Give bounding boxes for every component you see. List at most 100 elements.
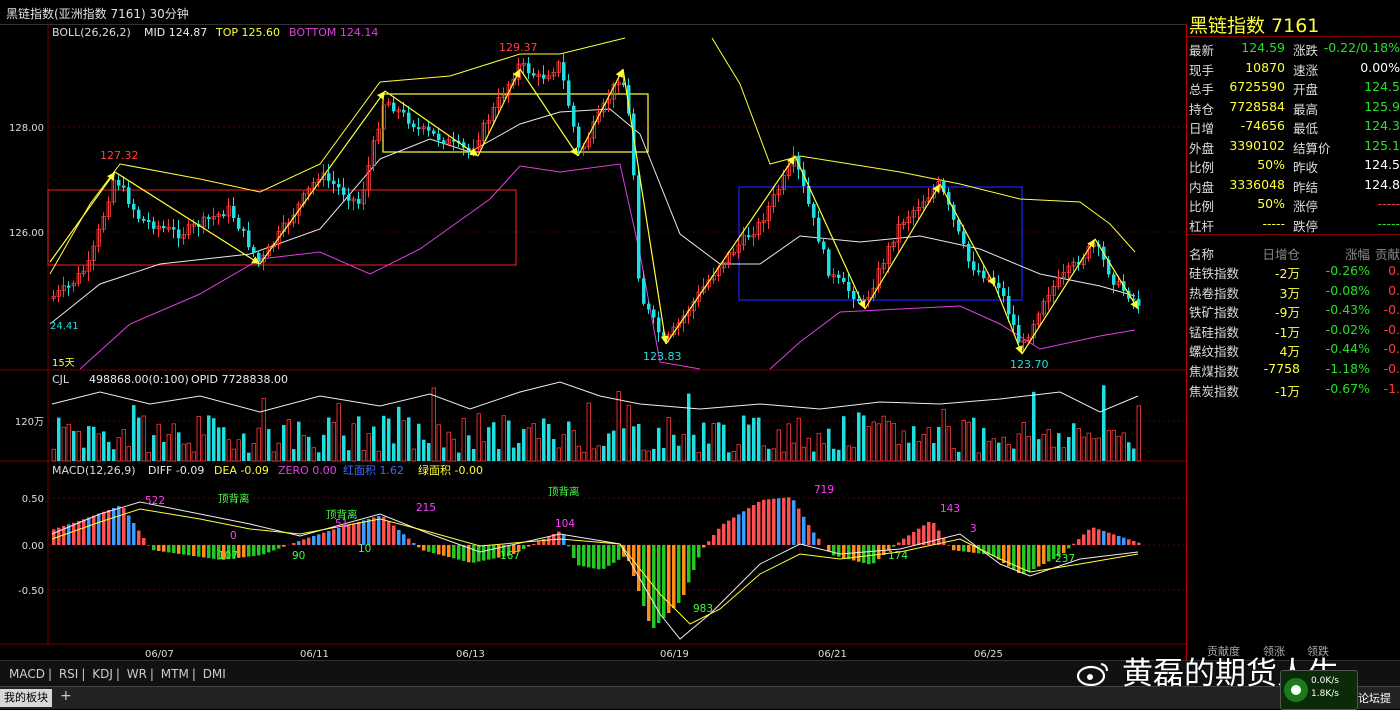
candle-body	[137, 210, 141, 219]
list-item[interactable]: 焦炭指数-1万-0.67%-1.	[1187, 379, 1400, 399]
macd-bar	[897, 543, 901, 546]
chart-title: 黑链指数(亚洲指数 7161) 30分钟	[6, 5, 189, 22]
list-item-name: 焦炭指数	[1189, 381, 1239, 400]
macd-bar	[742, 511, 746, 545]
volume-bar	[432, 388, 436, 461]
vol-y-tick: 120万	[15, 417, 44, 428]
macd-bar	[162, 545, 166, 552]
macd-bars	[52, 497, 1141, 639]
list-item[interactable]: 铁矿指数-9万-0.43%-0.	[1187, 300, 1400, 320]
indicator-dmi[interactable]: DMI	[200, 667, 229, 681]
quote-label: 内盘	[1189, 177, 1214, 196]
volume-bar	[722, 425, 726, 461]
macd-bar	[307, 538, 311, 545]
sheet-tab-my-board[interactable]: 我的板块	[0, 689, 52, 707]
candle-body	[247, 230, 251, 247]
macd-bar	[477, 545, 481, 562]
macd-bar	[807, 525, 811, 545]
volume-bar	[902, 431, 906, 461]
forum-link[interactable]: 论坛提	[1358, 690, 1391, 706]
list-item[interactable]: 硅铁指数-2万-0.26%0.	[1187, 261, 1400, 281]
macd-annotation: 215	[416, 502, 436, 514]
volume-bar	[607, 433, 611, 461]
macd-bar	[602, 545, 606, 569]
macd-bar	[437, 545, 441, 554]
volume-bar	[1017, 434, 1021, 461]
macd-bar	[337, 528, 341, 545]
macd-bar	[1077, 539, 1081, 545]
indicator-rsi[interactable]: RSI	[56, 667, 82, 681]
macd-bar	[417, 545, 421, 547]
candle-body	[417, 127, 421, 129]
volume-bar	[342, 436, 346, 461]
macd-bar	[932, 523, 936, 545]
candle-body	[147, 220, 151, 222]
macd-annotation: 983	[693, 603, 713, 615]
volume-bar	[407, 417, 411, 461]
macd-bar	[967, 545, 971, 552]
macd-annotation: 143	[940, 503, 960, 515]
volume-bar	[1007, 444, 1011, 461]
candle-body	[837, 275, 841, 278]
volume-bar	[1137, 406, 1141, 461]
boll-lines	[50, 38, 1135, 369]
macd-bar	[302, 539, 306, 545]
volume-bar	[417, 424, 421, 461]
volume-bar	[512, 448, 516, 461]
indicator-wr[interactable]: WR	[124, 667, 150, 681]
quote-label: 速涨	[1293, 60, 1318, 79]
trend-arrowhead	[377, 91, 385, 100]
vol-value: 498868.00(0:100)	[89, 373, 189, 386]
volume-bar	[217, 427, 221, 461]
list-item[interactable]: 锰硅指数-1万-0.02%-0.	[1187, 320, 1400, 340]
volume-bar	[717, 422, 721, 461]
macd-bar	[87, 517, 91, 545]
indicator-mtm[interactable]: MTM	[158, 667, 192, 681]
volume-bar	[537, 438, 541, 461]
trend-arrowhead	[570, 147, 578, 156]
volume-bar	[1122, 433, 1126, 461]
macd-bar	[777, 498, 781, 545]
candle-body	[977, 270, 981, 272]
add-sheet-icon[interactable]: +	[60, 688, 72, 704]
kline-chart[interactable]: BOLL(26,26,2) MID 124.87 TOP 125.60 BOTT…	[0, 24, 1186, 660]
macd-bar	[327, 531, 331, 545]
volume-bar	[1097, 438, 1101, 461]
volume-bar	[447, 432, 451, 461]
indicator-macd[interactable]: MACD	[6, 667, 48, 681]
macd-annotation: 51	[335, 518, 348, 530]
quote-label: 持仓	[1189, 99, 1214, 118]
volume-bar	[1117, 436, 1121, 461]
quote-value: -----	[1377, 196, 1400, 211]
quote-value: 3390102	[1229, 138, 1285, 153]
indicator-kdj[interactable]: KDJ	[89, 667, 116, 681]
macd-bar	[907, 535, 911, 545]
volume-bar	[572, 431, 576, 461]
volume-bar	[317, 452, 321, 461]
list-item-pct: -1.18%	[1326, 361, 1370, 376]
quote-label: 现手	[1189, 60, 1214, 79]
macd-bar	[697, 545, 701, 558]
volume-bar	[157, 424, 161, 461]
volume-bar	[727, 452, 731, 461]
macd-bar	[187, 545, 191, 555]
quote-label: 开盘	[1293, 79, 1318, 98]
macd-bar	[197, 545, 201, 557]
macd-bar	[367, 519, 371, 545]
macd-bar	[1107, 533, 1111, 545]
chart-area[interactable]: BOLL(26,26,2) MID 124.87 TOP 125.60 BOTT…	[0, 24, 1187, 660]
macd-dea: DEA -0.09	[214, 464, 269, 477]
candle-body	[647, 304, 651, 310]
candle-body	[332, 181, 336, 184]
macd-y-tick-2: 0.00	[22, 541, 44, 552]
list-item-name: 铁矿指数	[1189, 302, 1239, 321]
volume-bar	[462, 419, 466, 461]
list-item[interactable]: 焦煤指数-7758-1.18%-0.	[1187, 359, 1400, 379]
candle-body	[207, 217, 211, 219]
macd-bar	[257, 545, 261, 555]
